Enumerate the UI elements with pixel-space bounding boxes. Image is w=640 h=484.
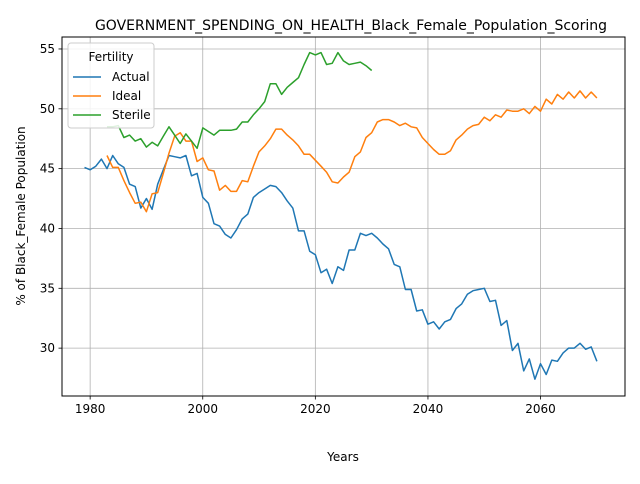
y-tick-label: 45 xyxy=(40,162,55,176)
x-tick-label: 1980 xyxy=(75,402,106,416)
x-tick-label: 2020 xyxy=(300,402,331,416)
x-tick-label: 2060 xyxy=(525,402,556,416)
y-tick-label: 30 xyxy=(40,341,55,355)
chart-title: GOVERNMENT_SPENDING_ON_HEALTH_Black_Fema… xyxy=(95,18,607,34)
x-tick-label: 2040 xyxy=(413,402,444,416)
legend-label-sterile: Sterile xyxy=(112,108,151,122)
y-tick-label: 35 xyxy=(40,281,55,295)
legend-title: Fertility xyxy=(88,50,133,64)
series-lines xyxy=(85,53,597,380)
y-tick-label: 55 xyxy=(40,42,55,56)
x-axis-label: Years xyxy=(326,450,359,464)
y-tick-label: 40 xyxy=(40,221,55,235)
y-tick-label: 50 xyxy=(40,102,55,116)
legend-label-actual: Actual xyxy=(112,70,150,84)
x-tick-label: 2000 xyxy=(187,402,218,416)
legend: Fertility Actual Ideal Sterile xyxy=(68,43,154,128)
y-axis-label: % of Black_Female Population xyxy=(14,126,28,305)
legend-label-ideal: Ideal xyxy=(112,89,141,103)
series-line-actual xyxy=(85,156,597,380)
